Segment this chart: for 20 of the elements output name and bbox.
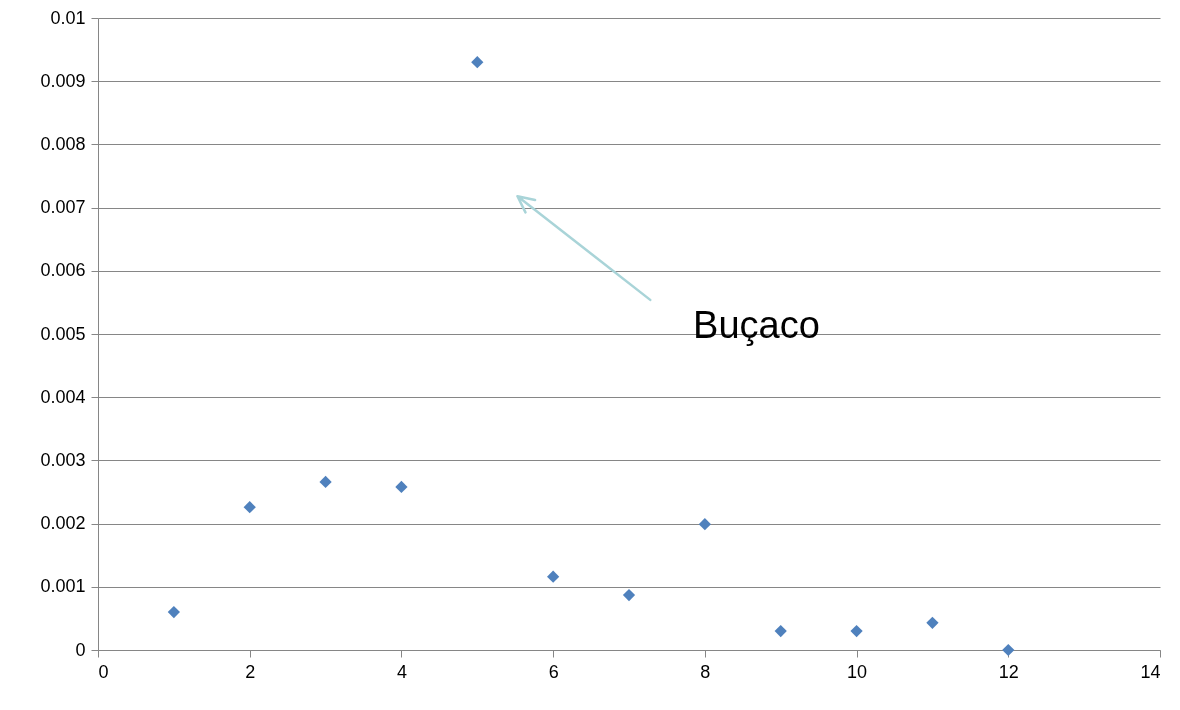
x-tick-label: 0 <box>98 661 109 682</box>
y-tick-label: 0.003 <box>40 449 86 470</box>
x-tick-label: 4 <box>396 661 407 682</box>
x-tick-label: 10 <box>847 661 868 682</box>
x-tick-label: 8 <box>700 661 711 682</box>
y-tick-label: 0.004 <box>40 386 86 407</box>
y-tick-label: 0.007 <box>40 197 86 218</box>
y-tick-label: 0.001 <box>40 576 86 597</box>
y-tick-label: 0.002 <box>40 513 86 534</box>
x-tick-label: 2 <box>245 661 256 682</box>
y-tick-label: 0.008 <box>40 133 86 154</box>
y-tick-label: 0.006 <box>40 260 86 281</box>
x-tick-label: 6 <box>548 661 559 682</box>
y-tick-label: 0 <box>75 639 86 660</box>
y-tick-label: 0.01 <box>50 7 86 28</box>
y-tick-label: 0.005 <box>40 323 86 344</box>
annotation: Buçaco <box>693 304 820 347</box>
x-tick-label: 14 <box>1140 661 1161 682</box>
y-tick-label: 0.009 <box>40 70 86 91</box>
x-tick-label: 12 <box>998 661 1019 682</box>
